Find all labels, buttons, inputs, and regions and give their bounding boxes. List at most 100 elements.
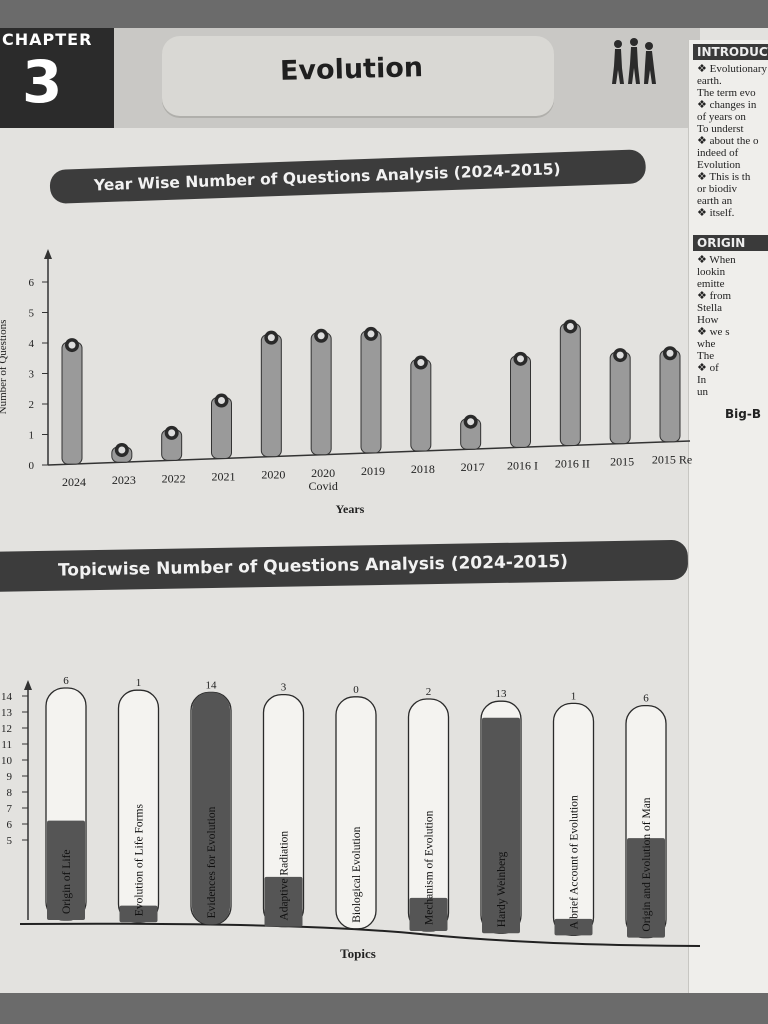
year-bar-marker-dot [367, 330, 375, 338]
big-bang-heading: Big-B [725, 407, 761, 421]
topic-bar [407, 698, 450, 932]
title-box: Evolution [162, 36, 554, 116]
topic-bar [552, 702, 595, 937]
intro-lines-line: The term evo [697, 87, 756, 99]
intro-lines-line: earth an [697, 195, 733, 207]
y-tick-label: 10 [1, 755, 13, 767]
origin-lines-line: lookin [697, 266, 726, 278]
y-tick-label: 6 [7, 819, 13, 831]
year-bar [360, 330, 382, 454]
x-tick-label: 2022 [162, 471, 186, 485]
topic-category-label: Origin of Life [61, 849, 73, 914]
y-tick-label: 4 [29, 338, 35, 350]
intro-lines-line: indeed of [697, 147, 739, 159]
x-tick-label: 2024 [62, 475, 86, 489]
x-tick-label: 2015 Re [652, 453, 692, 467]
intro-lines-line: ❖ This is th [697, 171, 751, 183]
topic-bar-fill [47, 820, 85, 920]
x-tick-label: 2016 I [507, 458, 538, 472]
y-tick-label: 9 [7, 771, 13, 783]
chapter-label: CHAPTER [2, 30, 93, 49]
x-tick-label: 2020 [261, 468, 285, 482]
year-bar [310, 332, 332, 456]
y-tick-label: 6 [29, 277, 35, 289]
origin-lines-line: In [697, 374, 707, 386]
x-tick-label: 2018 [411, 462, 435, 476]
year-chart-banner: Year Wise Number of Questions Analysis (… [49, 149, 647, 204]
year-bar [410, 359, 432, 452]
intro-lines-line: earth. [697, 75, 722, 87]
year-bar-marker-dot [168, 429, 176, 437]
year-bar-marker-dot [517, 355, 524, 363]
year-bar [609, 351, 631, 445]
y-tick-label: 0 [29, 460, 35, 472]
x-tick-label: Covid [308, 479, 337, 493]
year-bar-marker-dot [467, 418, 475, 426]
intro-lines-line: ❖ itself. [697, 207, 735, 219]
y-tick-label: 3 [29, 369, 35, 381]
origin-lines-line: How [697, 314, 719, 326]
topic-value-label: 1 [571, 690, 577, 702]
topic-value-label: 3 [281, 682, 287, 694]
origin-lines-line: emitte [697, 278, 725, 290]
chapter-number: 3 [22, 48, 63, 116]
topic-bar [262, 693, 305, 928]
y-tick-label: 7 [7, 803, 13, 815]
topic-value-label: 13 [496, 688, 508, 700]
origin-lines-line: un [697, 386, 708, 398]
topic-bar-fill [554, 918, 593, 936]
topic-category-label: Evolution of Life Forms [134, 804, 146, 917]
topic-category-label: Origin and Evolution of Man [641, 797, 653, 931]
intro-lines-line: or biodiv [697, 183, 738, 195]
x-axis-label: Years [336, 502, 365, 516]
intro-lines-line: ❖ about the o [697, 135, 759, 147]
topic-bar [117, 689, 160, 923]
topic-value-label: 6 [63, 675, 69, 687]
y-tick-label: 14 [1, 691, 13, 703]
intro-heading: INTRODUCT [693, 44, 768, 60]
x-axis-label: Topics [340, 946, 376, 961]
topic-bar [625, 704, 667, 939]
year-bar-marker-dot [666, 349, 674, 357]
baseline-wave [19, 922, 700, 947]
year-bar-marker-dot [118, 446, 126, 454]
topic-value-label: 0 [353, 684, 359, 696]
origin-lines-line: ❖ from [697, 290, 731, 302]
y-tick-label: 1 [29, 430, 35, 442]
year-bar-marker-dot [218, 397, 225, 405]
y-axis-arrow [44, 249, 52, 259]
intro-text: ❖ Evolutionary earth. The term evo ❖ change… [689, 63, 768, 219]
chapter-header: CHAPTER 3 Evolution [0, 28, 700, 128]
topic-bar-outline [335, 696, 377, 930]
topic-bar [190, 691, 232, 926]
topic-category-label: Biological Evolution [351, 826, 363, 922]
topic-category-label: A brief Account of Evolution [569, 795, 581, 929]
chapter-title: Evolution [279, 52, 424, 87]
intro-lines-line: of years on [697, 111, 746, 123]
topic-bar [480, 700, 522, 934]
y-tick-label: 8 [7, 787, 13, 799]
origin-heading: ORIGIN [693, 235, 768, 251]
x-tick-label: 2017 [461, 460, 485, 474]
topic-bar-fill [264, 876, 303, 927]
topic-value-label: 14 [206, 679, 218, 691]
year-bar [260, 334, 282, 458]
y-axis-label: Number of Questions [0, 320, 9, 415]
topic-bar-fill [119, 905, 158, 923]
origin-lines-line: ❖ When [697, 254, 736, 266]
topic-value-label: 6 [643, 693, 649, 705]
year-bar-marker-dot [317, 332, 325, 340]
y-tick-label: 13 [1, 707, 13, 719]
year-bar [659, 349, 681, 443]
y-tick-label: 12 [1, 723, 12, 735]
human-evolution-icon [612, 38, 656, 84]
y-tick-label: 5 [29, 308, 35, 320]
year-bar-marker-dot [566, 322, 574, 330]
topic-bar-fill [482, 717, 520, 934]
topic-category-label: Hardy Weinberg [496, 851, 508, 927]
topic-value-label: 1 [136, 677, 142, 689]
intro-lines-line: To underst [697, 123, 744, 135]
topic-bar-fill [192, 692, 230, 925]
x-tick-label: 2019 [361, 464, 385, 478]
